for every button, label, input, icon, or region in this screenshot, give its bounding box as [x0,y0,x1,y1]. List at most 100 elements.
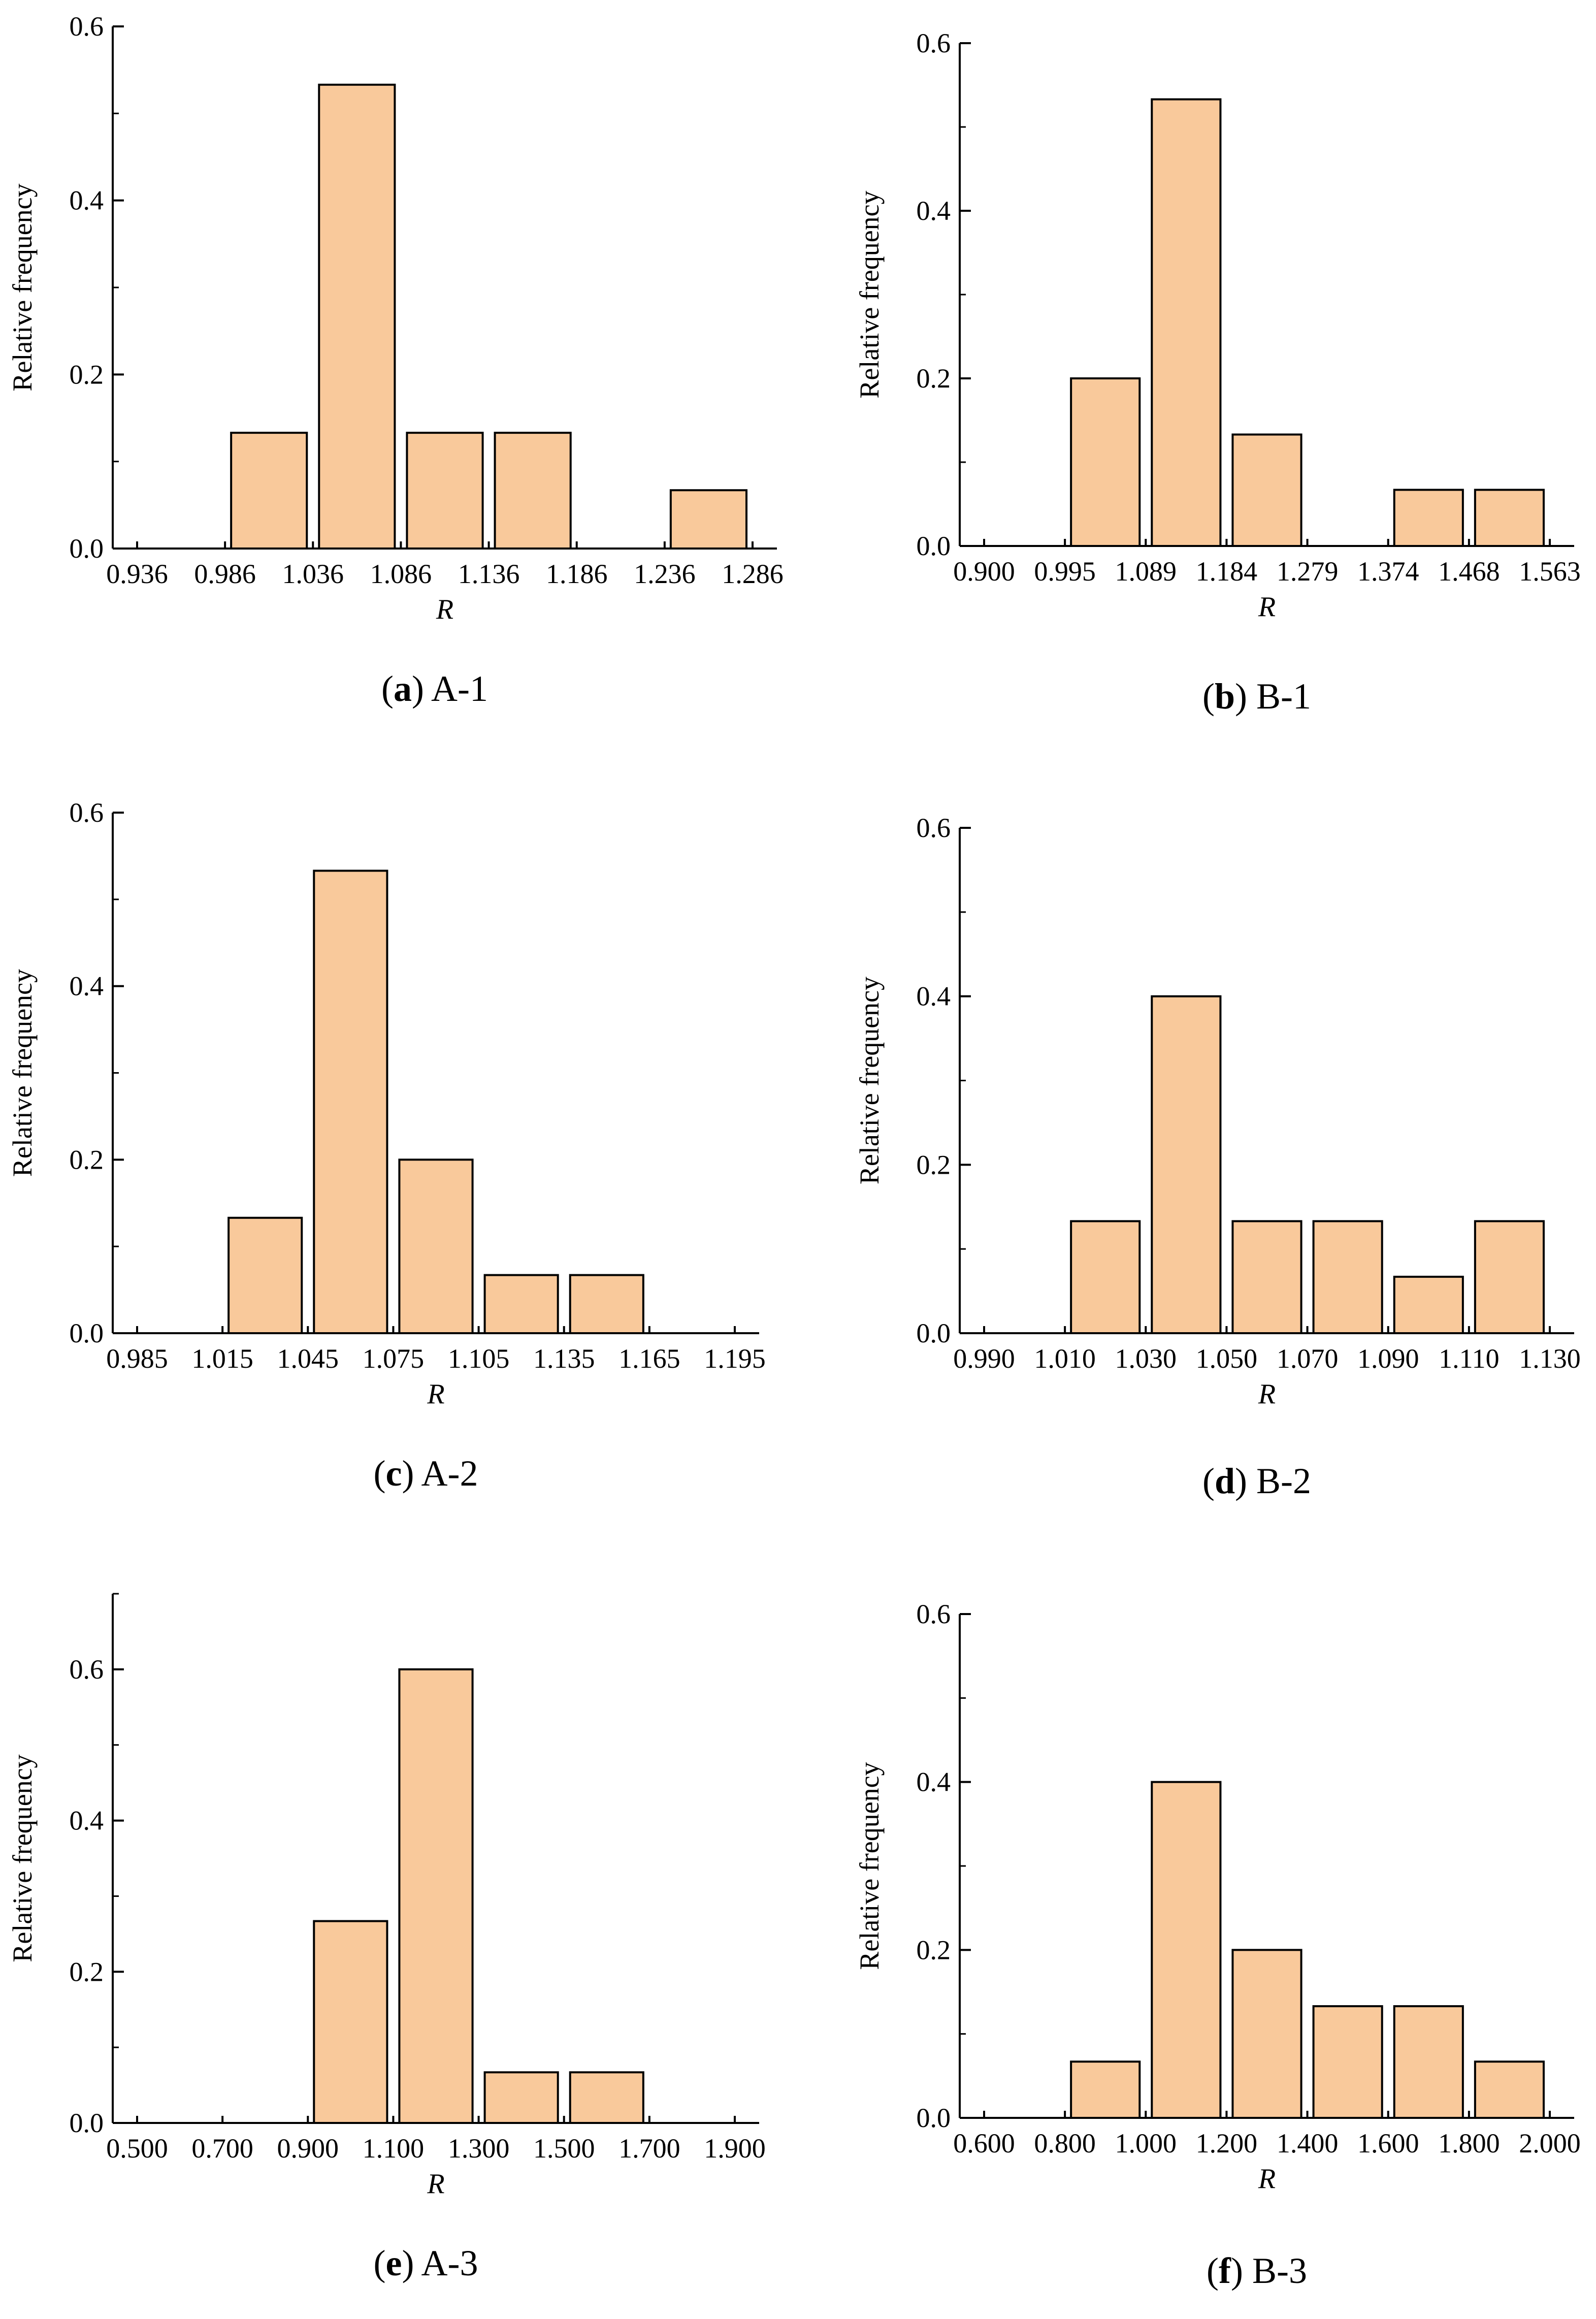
x-tick-label: 0.936 [106,559,168,589]
bar [669,489,748,550]
x-tick-label: 1.500 [533,2133,595,2164]
caption-paren-open: ( [374,2243,386,2283]
bar [1474,1220,1545,1334]
x-tick-label: 0.986 [194,559,256,589]
x-tick-label: 1.184 [1196,556,1258,587]
y-tick-label: 0.2 [70,1144,104,1175]
x-tick-label: 1.165 [618,1343,680,1374]
x-tick-label: 0.990 [953,1343,1015,1374]
x-tick-label: 0.500 [106,2133,168,2164]
y-tick-label: 0.2 [917,363,951,394]
x-tick-label: 1.200 [1196,2128,1258,2159]
x-tick-label: 1.468 [1438,556,1500,587]
caption-paren-close: ) [402,2243,421,2283]
bar [398,1668,474,2124]
caption-label: B-1 [1256,676,1311,717]
y-tick-label: 0.2 [70,1956,104,1987]
chart-panel-e: 0.0 0.2 0.4 0.6 0.500 0.700 0.900 1.100 1.300 1.5… [7,1593,766,2283]
caption-paren-close: ) [402,1453,421,1494]
x-tick-label: 1.050 [1196,1343,1258,1374]
y-axis-label: Relative frequency [7,183,38,391]
y-axis-label: Relative frequency [7,969,38,1177]
x-tick-label: 1.010 [1034,1343,1096,1374]
bar [1474,2060,1545,2119]
x-tick-label: 0.985 [106,1343,168,1374]
caption-label: A-3 [421,2243,478,2283]
y-tick-label: 0.6 [70,11,104,42]
chart-panel-b: 0.0 0.2 0.4 0.6 0.900 0.995 1.089 1.184 1.279 1.3… [854,28,1581,717]
x-tick-label: 1.374 [1357,556,1419,587]
x-tick-label: 1.300 [448,2133,510,2164]
x-tick-label: 1.563 [1519,556,1581,587]
x-tick-label: 1.600 [1357,2128,1419,2159]
bar [483,2071,559,2124]
x-tick-label: 1.800 [1438,2128,1500,2159]
bar [227,1216,303,1335]
bar [483,1274,559,1335]
bar [313,1920,388,2124]
x-tick-label: 1.086 [370,559,432,589]
chart-panel-d: 0.0 0.2 0.4 0.6 0.990 1.010 1.030 1.050 1.070 1.0… [854,813,1581,1501]
x-tick-label: 0.995 [1034,556,1096,587]
bar [494,432,572,550]
bar [230,432,308,550]
x-tick-label: 1.000 [1115,2128,1177,2159]
caption-paren-close: ) [412,668,431,709]
x-axis-label: R [1258,1378,1276,1410]
chart-panel-f: 0.0 0.2 0.4 0.6 0.600 0.800 1.000 1.200 1.400 1.6… [854,1599,1581,2291]
caption-letter: c [386,1453,402,1494]
x-tick-label: 1.075 [363,1343,425,1374]
caption-label: B-2 [1256,1461,1311,1501]
x-tick-label: 1.105 [448,1343,510,1374]
x-tick-label: 2.000 [1519,2128,1581,2159]
bar [406,432,484,550]
caption-paren-open: ( [1202,1461,1215,1501]
panel-caption: (c) A-2 [374,1453,478,1494]
x-axis-label: R [436,594,453,625]
bar [1151,98,1222,547]
x-tick-label: 1.279 [1277,556,1339,587]
x-tick-label: 1.130 [1519,1343,1581,1374]
panel-caption: (d) B-2 [1202,1461,1311,1501]
x-tick-label: 0.600 [953,2128,1015,2159]
bar [569,1274,644,1335]
y-axis-label: Relative frequency [854,190,885,398]
y-tick-label: 0.2 [917,1149,951,1180]
x-tick-label: 0.900 [277,2133,339,2164]
y-tick-label: 0.0 [70,1318,104,1348]
bar [1151,995,1222,1334]
bar [1312,1220,1383,1334]
x-tick-label: 1.135 [533,1343,595,1374]
caption-paren-close: ) [1235,1461,1256,1501]
caption-letter: f [1219,2250,1231,2291]
panel-caption: (b) B-1 [1202,676,1311,717]
bar [1070,1220,1141,1334]
panel-caption: (f) B-3 [1207,2250,1307,2291]
bar [1151,1781,1222,2119]
y-tick-label: 0.2 [917,1935,951,1965]
x-axis-label: R [427,2168,444,2200]
x-tick-label: 1.286 [722,559,784,589]
caption-letter: a [394,668,412,709]
y-axis-label: Relative frequency [854,977,885,1184]
x-tick-label: 1.195 [704,1343,766,1374]
x-tick-label: 1.030 [1115,1343,1177,1374]
y-tick-label: 0.0 [917,531,951,561]
bar [318,83,396,550]
x-axis-label: R [1258,591,1276,623]
y-tick-label: 0.4 [70,1806,104,1836]
bar [1231,1220,1302,1334]
y-tick-label: 0.6 [70,1654,104,1685]
x-axis-label: R [1258,2163,1276,2195]
caption-label: A-2 [421,1453,478,1494]
bar [569,2071,644,2124]
caption-letter: b [1215,676,1235,717]
y-tick-label: 0.0 [70,533,104,564]
y-tick-label: 0.6 [917,813,951,843]
y-tick-label: 0.4 [917,196,951,226]
caption-paren-open: ( [1207,2250,1219,2291]
y-tick-label: 0.6 [70,797,104,828]
x-tick-label: 1.136 [458,559,520,589]
y-tick-label: 0.4 [917,1767,951,1797]
